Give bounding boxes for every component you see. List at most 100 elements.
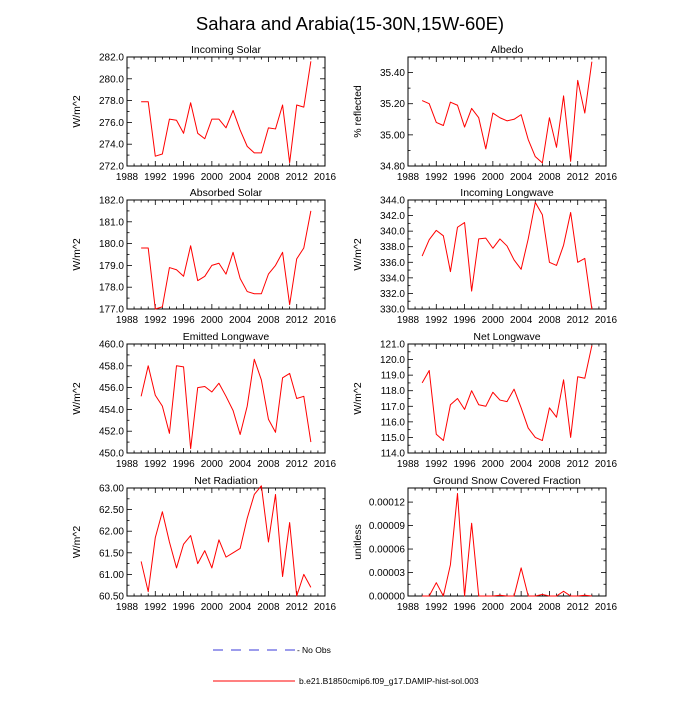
- x-tick-label: 2000: [482, 315, 505, 326]
- y-tick-label: 340.0: [380, 227, 405, 238]
- y-tick-label: 177.0: [99, 305, 124, 316]
- x-tick-label: 1996: [453, 459, 476, 470]
- panel-title: Ground Snow Covered Fraction: [433, 475, 581, 487]
- y-axis-label: % reflected: [352, 85, 364, 138]
- y-tick-label: 60.50: [99, 592, 124, 603]
- y-tick-label: 0.00009: [369, 521, 406, 532]
- y-tick-label: 119.0: [381, 371, 406, 382]
- x-tick-label: 2016: [595, 459, 618, 470]
- y-axis-label: W/m^2: [71, 382, 83, 415]
- series-line: [141, 211, 311, 309]
- x-tick-label: 1988: [397, 459, 420, 470]
- y-tick-label: 0.00003: [369, 568, 406, 579]
- x-tick-label: 2012: [286, 315, 309, 326]
- x-tick-label: 2004: [229, 172, 252, 183]
- x-tick-label: 2012: [567, 602, 590, 613]
- x-tick-label: 1988: [397, 172, 420, 183]
- y-tick-label: 121.0: [380, 340, 405, 351]
- y-tick-label: 332.0: [380, 289, 405, 300]
- x-tick-label: 2012: [567, 315, 590, 326]
- x-tick-label: 1992: [144, 172, 167, 183]
- x-tick-label: 1996: [172, 459, 195, 470]
- series-line: [422, 62, 592, 163]
- y-tick-label: 180.0: [99, 239, 124, 250]
- y-tick-label: 61.00: [99, 570, 124, 581]
- panel-title: Absorbed Solar: [190, 187, 263, 199]
- x-tick-label: 1992: [144, 602, 167, 613]
- y-tick-label: 282.0: [99, 53, 124, 64]
- y-tick-label: 62.00: [99, 527, 124, 538]
- x-tick-label: 2012: [286, 172, 309, 183]
- y-tick-label: 452.0: [99, 427, 124, 438]
- panel-ground-snow-covered-fraction: Ground Snow Covered Fraction unitless 1988…: [352, 475, 618, 613]
- series-line: [422, 346, 592, 441]
- x-tick-label: 1988: [397, 602, 420, 613]
- y-tick-label: 336.0: [380, 258, 405, 269]
- y-tick-label: 330.0: [380, 305, 405, 316]
- y-axis-label: W/m^2: [71, 95, 83, 128]
- y-tick-label: 61.50: [99, 548, 124, 559]
- x-tick-label: 2012: [567, 459, 590, 470]
- x-tick-label: 1996: [172, 602, 195, 613]
- x-tick-label: 1988: [397, 315, 420, 326]
- y-tick-label: 0.00012: [369, 498, 406, 509]
- legend-model-label: b.e21.B1850cmip6.f09_g17.DAMIP-hist-sol.…: [299, 676, 479, 686]
- legend-obs-label: No Obs: [302, 645, 331, 655]
- y-tick-label: 115.0: [381, 433, 406, 444]
- x-tick-label: 2008: [257, 172, 280, 183]
- y-tick-label: 276.0: [99, 118, 124, 129]
- x-tick-label: 2016: [314, 172, 337, 183]
- y-tick-label: 117.0: [381, 402, 406, 413]
- y-tick-label: 338.0: [380, 242, 405, 253]
- x-tick-label: 1988: [116, 459, 139, 470]
- x-tick-label: 1988: [116, 602, 139, 613]
- legend: - No Obs b.e21.B1850cmip6.f09_g17.DAMIP-…: [213, 645, 479, 686]
- x-tick-label: 2008: [538, 459, 561, 470]
- x-tick-label: 1988: [116, 315, 139, 326]
- y-axis-label: W/m^2: [71, 238, 83, 271]
- x-tick-label: 2004: [229, 602, 252, 613]
- x-tick-label: 2012: [286, 602, 309, 613]
- y-tick-label: 0.00000: [369, 592, 406, 603]
- panel-grid: Incoming Solar W/m^2 1988 1992 1996 2000 2004 2…: [71, 44, 618, 613]
- x-tick-label: 2004: [229, 315, 252, 326]
- x-tick-label: 2004: [510, 315, 533, 326]
- x-tick-label: 2008: [538, 602, 561, 613]
- y-tick-label: 35.20: [380, 99, 405, 110]
- plot-frame: [127, 344, 325, 453]
- panel-title: Incoming Solar: [191, 44, 262, 56]
- y-axis-label: W/m^2: [352, 382, 364, 415]
- y-tick-label: 0.00006: [369, 545, 406, 556]
- x-tick-label: 2012: [567, 172, 590, 183]
- x-tick-label: 1992: [144, 315, 167, 326]
- y-tick-label: 278.0: [99, 96, 124, 107]
- y-tick-label: 118.0: [381, 386, 406, 397]
- y-axis-label: W/m^2: [352, 238, 364, 271]
- x-tick-label: 1996: [453, 602, 476, 613]
- x-tick-label: 1992: [425, 459, 448, 470]
- y-tick-label: 460.0: [99, 340, 124, 351]
- x-tick-label: 2016: [595, 602, 618, 613]
- panel-title: Net Radiation: [194, 475, 258, 487]
- x-tick-label: 2004: [510, 459, 533, 470]
- x-tick-label: 2008: [257, 315, 280, 326]
- x-tick-label: 1992: [425, 315, 448, 326]
- panel-title: Incoming Longwave: [460, 187, 554, 199]
- series-line: [422, 202, 592, 309]
- x-tick-label: 2016: [314, 459, 337, 470]
- x-tick-label: 2004: [229, 459, 252, 470]
- y-tick-label: 178.0: [99, 283, 124, 294]
- y-tick-label: 35.00: [380, 130, 405, 141]
- y-axis-label: W/m^2: [71, 526, 83, 559]
- y-axis-label: unitless: [352, 524, 364, 560]
- y-tick-label: 334.0: [380, 273, 405, 284]
- x-tick-label: 2016: [595, 172, 618, 183]
- panel-title: Emitted Longwave: [183, 331, 270, 343]
